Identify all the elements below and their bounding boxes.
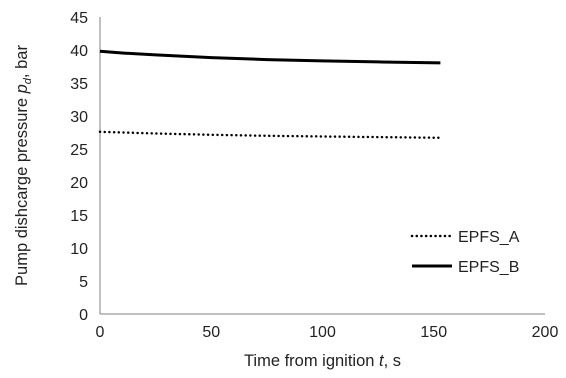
y-tick-labels: 0 5 10 15 20 25 30 35 40 45 xyxy=(70,10,88,324)
y-tick-label: 30 xyxy=(70,109,88,126)
x-tick-label: 200 xyxy=(532,324,559,341)
series-line-epfs-b xyxy=(99,49,441,65)
x-tick-label: 50 xyxy=(202,324,220,341)
x-tick-label: 0 xyxy=(96,324,105,341)
x-tick-label: 150 xyxy=(420,324,447,341)
x-tick-label: 100 xyxy=(309,324,336,341)
legend-label-epfs-a: EPFS_A xyxy=(458,229,520,246)
series-line-epfs-a xyxy=(98,130,442,140)
y-axis-label: Pump dishcarge pressure pd, bar xyxy=(13,45,34,286)
y-tick-label: 20 xyxy=(70,175,88,192)
y-tick-label: 35 xyxy=(70,76,88,93)
series-group xyxy=(98,49,442,140)
legend: EPFS_A EPFS_B xyxy=(410,229,520,276)
legend-label-epfs-b: EPFS_B xyxy=(458,259,519,276)
y-tick-label: 15 xyxy=(70,208,88,225)
x-tick-labels: 0 50 100 150 200 xyxy=(96,324,559,341)
y-tick-label: 40 xyxy=(70,43,88,60)
y-tick-label: 10 xyxy=(70,241,88,258)
y-tick-label: 0 xyxy=(79,307,88,324)
y-tick-label: 45 xyxy=(70,10,88,27)
x-axis-label: Time from ignition t, s xyxy=(244,352,401,370)
y-tick-label: 5 xyxy=(79,274,88,291)
y-tick-label: 25 xyxy=(70,142,88,159)
